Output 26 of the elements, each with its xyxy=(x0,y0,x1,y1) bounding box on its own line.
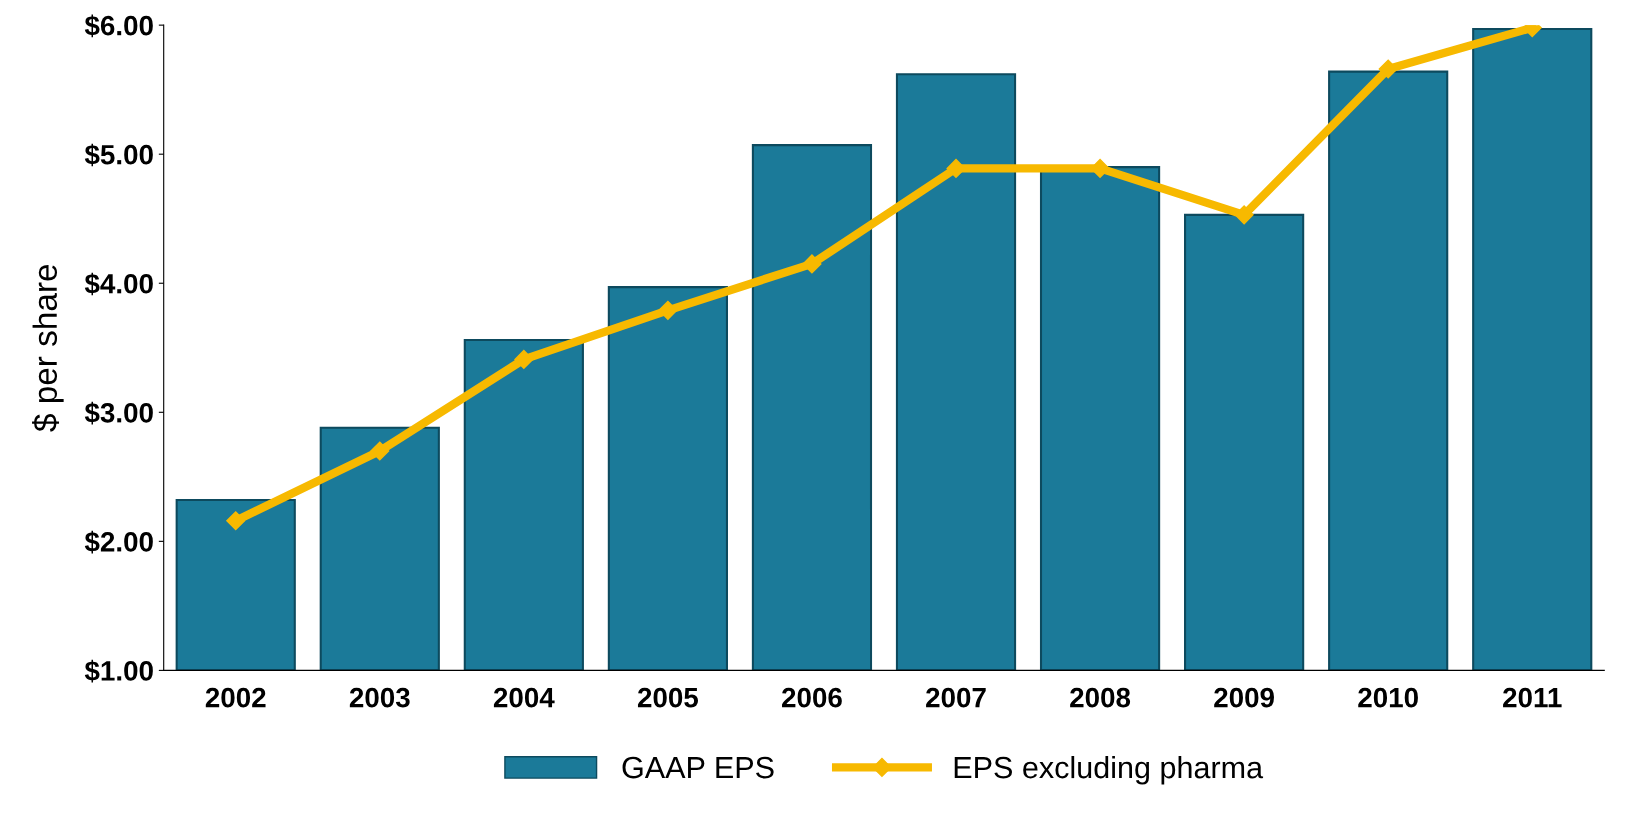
x-tick-label: 2010 xyxy=(1358,687,1418,708)
x-tick-label: 2007 xyxy=(926,687,986,708)
x-tick-label: 2002 xyxy=(205,687,266,708)
x-tick-label: 2009 xyxy=(1214,687,1274,708)
legend-label: GAAP EPS xyxy=(622,756,774,779)
point xyxy=(1234,205,1254,225)
y-tick-label: $2.00 xyxy=(84,530,153,554)
y-tick-label: $6.00 xyxy=(84,14,153,38)
point xyxy=(226,511,246,531)
y-axis-title: $ per share xyxy=(32,264,64,432)
y-tick-label: $3.00 xyxy=(84,401,153,425)
point xyxy=(802,254,822,274)
x-tick-label: 2011 xyxy=(1503,687,1562,708)
x-tick-label: 2004 xyxy=(493,687,555,708)
y-tick-label: $1.00 xyxy=(84,659,153,683)
x-tick-label: 2006 xyxy=(782,687,842,708)
point xyxy=(514,349,534,369)
legend-label: EPS excluding pharma xyxy=(954,755,1264,785)
x-tick-label: 2003 xyxy=(349,687,410,708)
point xyxy=(370,441,390,461)
x-tick-label: 2008 xyxy=(1070,687,1131,708)
y-tick-label: $5.00 xyxy=(84,143,153,167)
x-tick-label: 2005 xyxy=(637,687,699,708)
point xyxy=(1378,59,1398,79)
point xyxy=(658,300,678,320)
y-tick-label: $4.00 xyxy=(84,272,153,296)
